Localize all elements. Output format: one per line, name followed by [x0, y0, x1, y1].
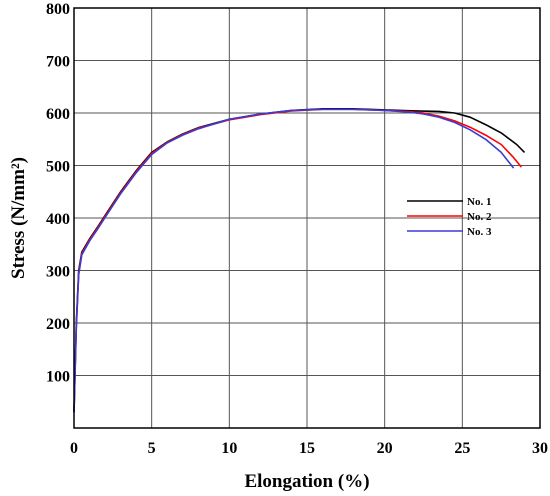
y-tick-label: 800	[46, 1, 70, 18]
y-tick-label: 400	[46, 211, 70, 228]
y-tick-label: 300	[46, 264, 70, 281]
series-line-3	[73, 108, 515, 413]
series-line-1	[73, 108, 526, 413]
x-tick-label: 10	[221, 440, 237, 457]
series-group	[73, 108, 526, 413]
y-tick-label: 200	[46, 316, 70, 333]
legend: No. 1 No. 2 No. 3	[407, 196, 492, 238]
legend-label-2: No. 2	[467, 211, 492, 223]
grid	[74, 8, 540, 428]
x-tick-label: 15	[299, 440, 315, 457]
y-tick-labels: 100 200 300 400 500 600 700 800	[46, 1, 70, 386]
x-tick-label: 20	[377, 440, 393, 457]
y-tick-label: 100	[46, 369, 70, 386]
y-axis-title: Stress (N/mm²)	[8, 157, 29, 279]
legend-label-3: No. 3	[467, 226, 492, 238]
x-tick-label: 5	[148, 440, 156, 457]
y-tick-label: 600	[46, 106, 70, 123]
x-axis-title: Elongation (%)	[244, 471, 369, 492]
series-line-2	[73, 108, 523, 413]
y-tick-label: 700	[46, 54, 70, 71]
x-tick-label: 30	[532, 440, 548, 457]
legend-label-1: No. 1	[467, 196, 491, 208]
x-tick-label: 25	[454, 440, 470, 457]
x-tick-label: 0	[70, 440, 78, 457]
plot-area-frame	[73, 7, 541, 429]
y-tick-label: 500	[46, 159, 70, 176]
x-tick-labels: 0 5 10 15 20 25 30	[70, 440, 548, 457]
